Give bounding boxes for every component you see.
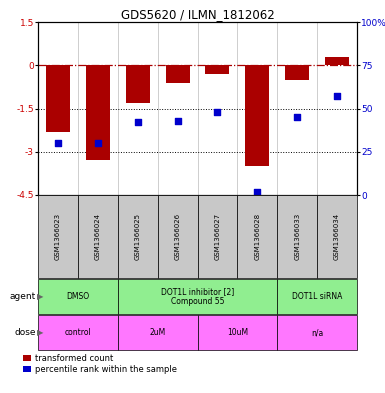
Text: GSM1366027: GSM1366027: [214, 213, 221, 260]
Bar: [78, 195, 118, 278]
Text: DOT1L siRNA: DOT1L siRNA: [292, 292, 342, 301]
Bar: [157, 195, 198, 278]
Bar: [38, 195, 78, 278]
Bar: [38, 279, 118, 314]
Bar: [198, 315, 277, 350]
Bar: [38, 315, 118, 350]
Bar: [277, 315, 357, 350]
Point: [135, 119, 141, 125]
Text: DOT1L inhibitor [2]
Compound 55: DOT1L inhibitor [2] Compound 55: [161, 287, 234, 306]
Bar: [277, 195, 317, 278]
Bar: [126, 65, 150, 103]
Bar: [86, 65, 110, 160]
Text: GSM1366026: GSM1366026: [174, 213, 181, 260]
Bar: [245, 65, 269, 166]
Point: [294, 114, 300, 120]
Bar: [166, 65, 189, 83]
Text: 10uM: 10uM: [227, 328, 248, 337]
Bar: [277, 279, 357, 314]
Text: 2uM: 2uM: [149, 328, 166, 337]
Text: GSM1366025: GSM1366025: [135, 213, 141, 260]
Bar: [285, 65, 309, 80]
Text: DMSO: DMSO: [66, 292, 89, 301]
Point: [334, 93, 340, 99]
Text: GSM1366033: GSM1366033: [294, 213, 300, 260]
Text: agent: agent: [10, 292, 36, 301]
Text: control: control: [65, 328, 91, 337]
Bar: [198, 195, 238, 278]
Text: n/a: n/a: [311, 328, 323, 337]
Bar: [317, 195, 357, 278]
Bar: [238, 195, 277, 278]
Bar: [206, 65, 229, 74]
Bar: [118, 195, 157, 278]
Bar: [118, 279, 277, 314]
Point: [55, 140, 61, 146]
Text: GSM1366024: GSM1366024: [95, 213, 101, 260]
Point: [254, 188, 260, 195]
Point: [174, 118, 181, 124]
Text: GSM1366034: GSM1366034: [334, 213, 340, 260]
Bar: [118, 315, 198, 350]
Point: [214, 109, 221, 115]
Point: [95, 140, 101, 146]
Text: GSM1366028: GSM1366028: [254, 213, 260, 260]
Text: dose: dose: [15, 328, 36, 337]
Title: GDS5620 / ILMN_1812062: GDS5620 / ILMN_1812062: [121, 8, 275, 21]
Text: GSM1366023: GSM1366023: [55, 213, 61, 260]
Text: ▶: ▶: [37, 292, 44, 301]
Bar: [46, 65, 70, 132]
Bar: [325, 57, 349, 65]
Text: ▶: ▶: [37, 328, 44, 337]
Legend: transformed count, percentile rank within the sample: transformed count, percentile rank withi…: [23, 354, 177, 374]
